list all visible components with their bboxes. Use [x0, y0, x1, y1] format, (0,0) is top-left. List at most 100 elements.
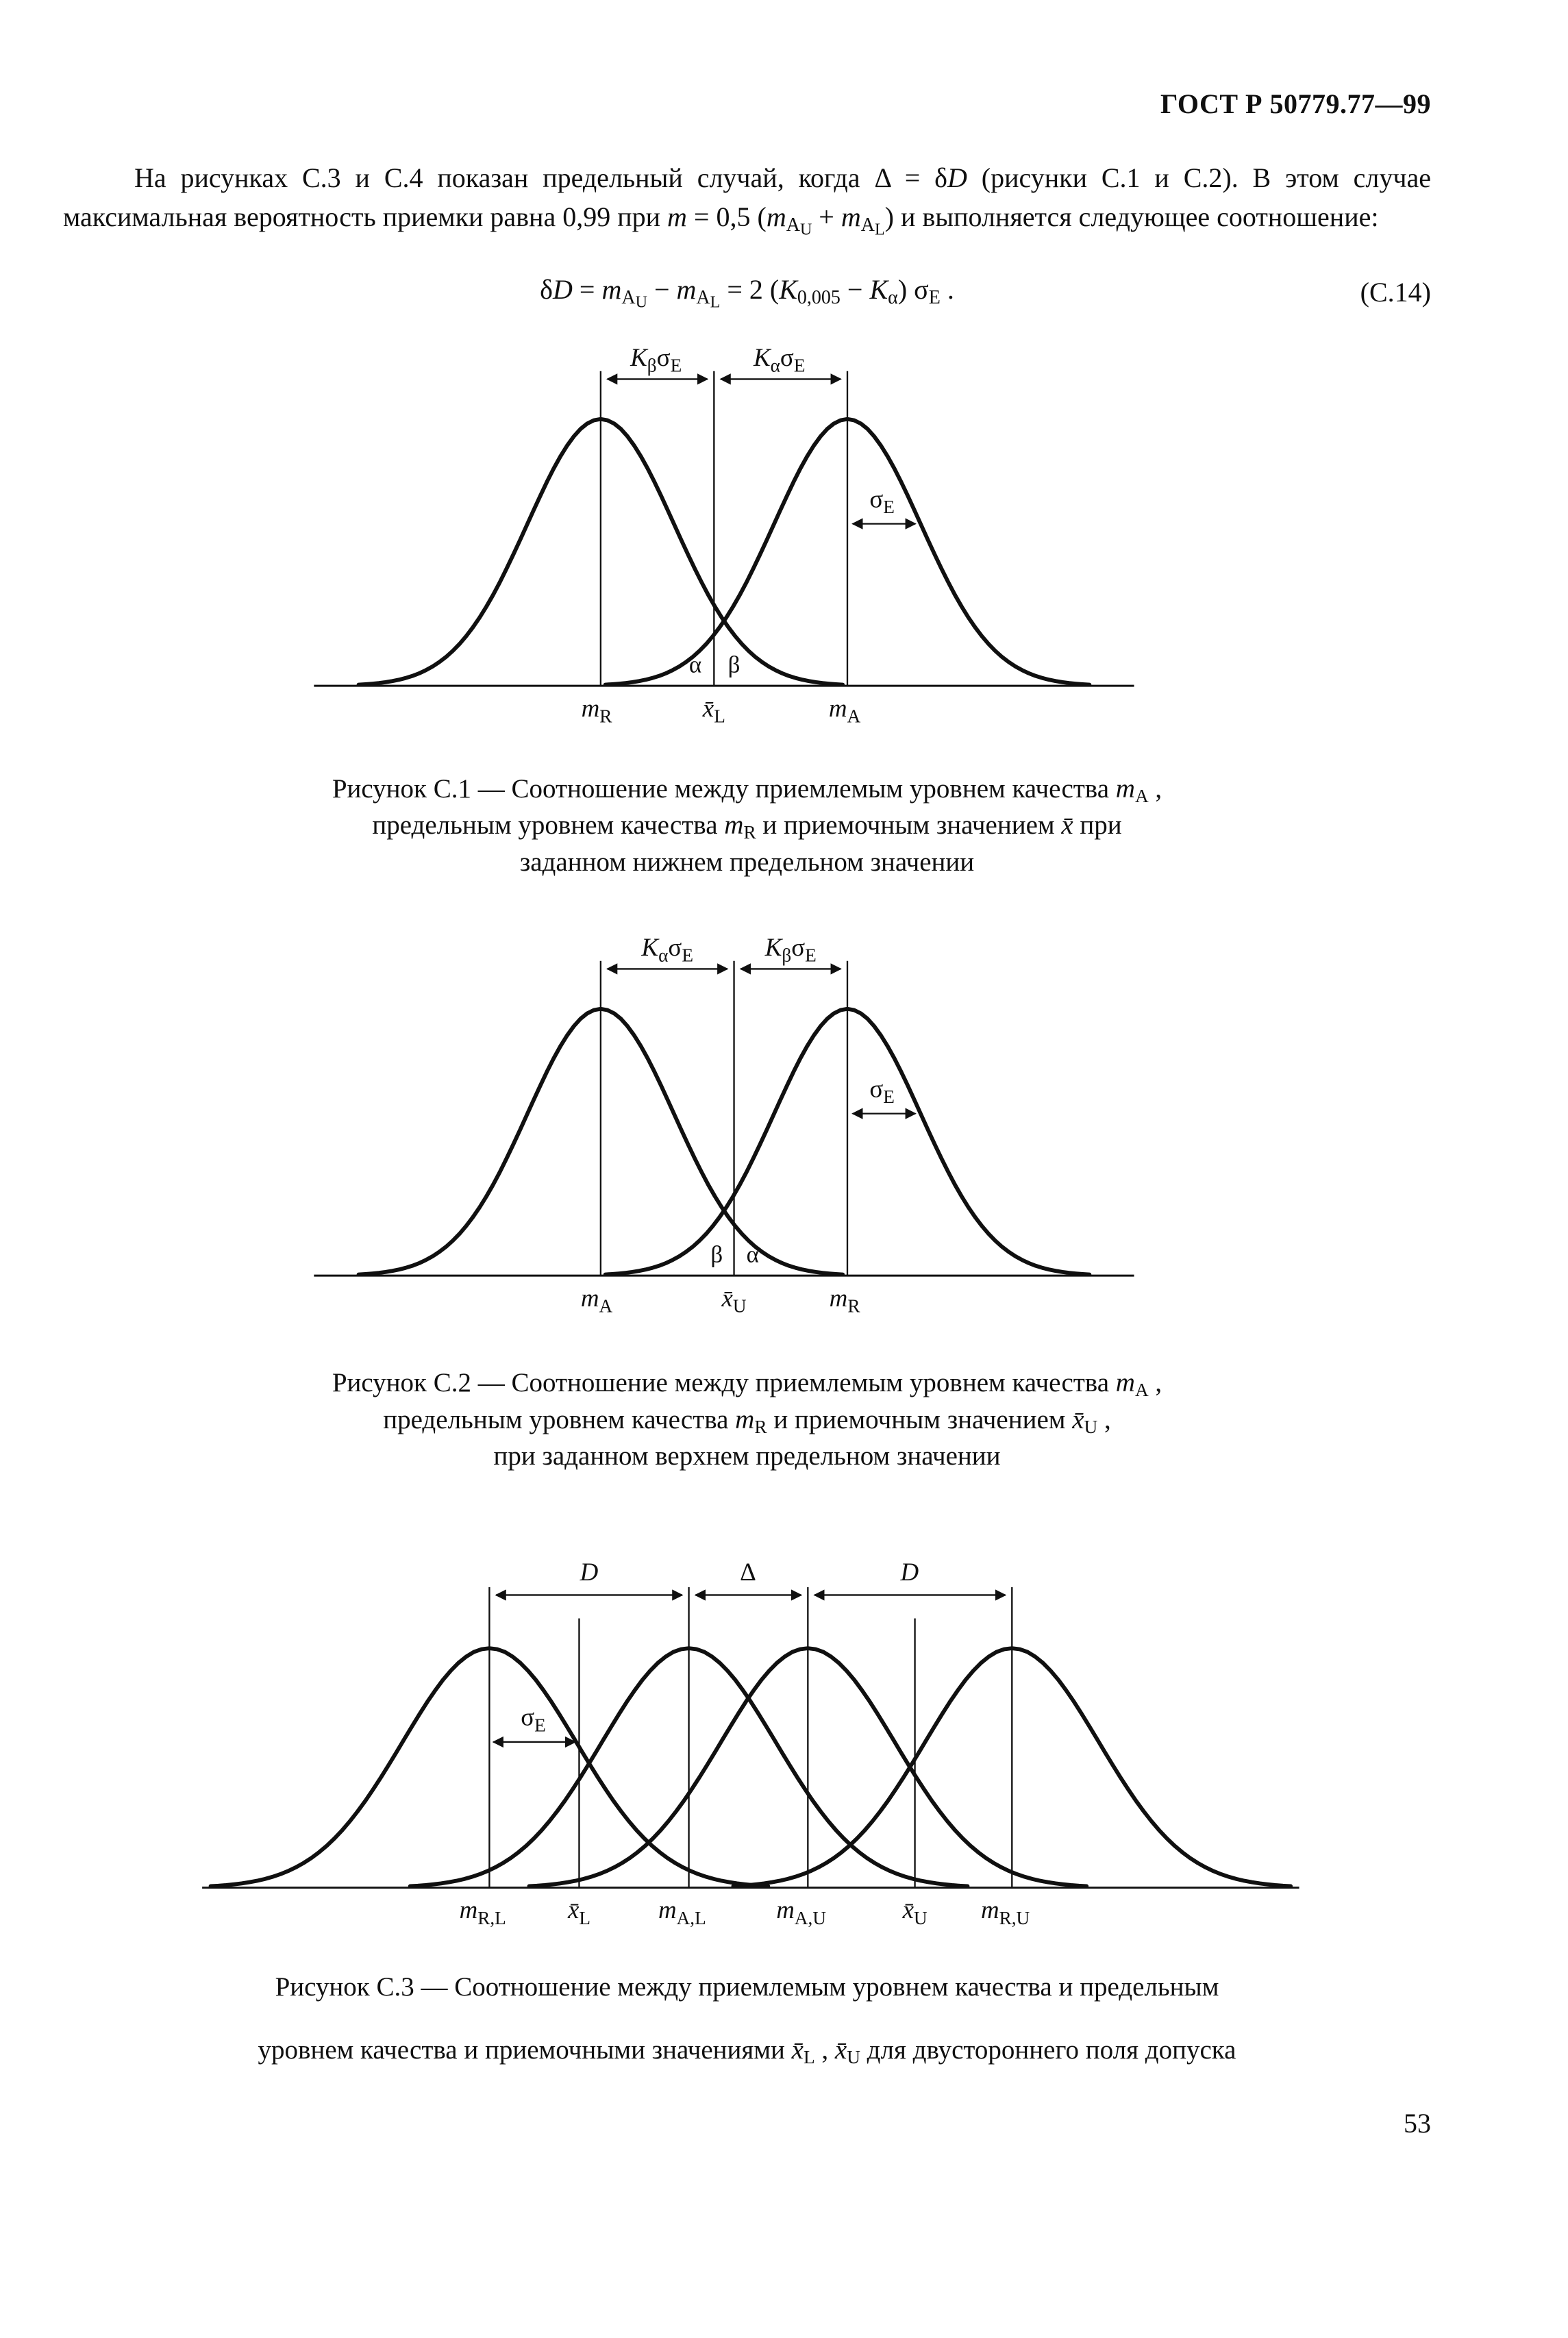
fig2-label-alpha: α — [746, 1241, 758, 1268]
caption-text: при — [1073, 810, 1122, 841]
f-minus: − — [840, 273, 870, 305]
caption-text: Рисунок С.2 — Соотношение между приемлем… — [332, 1368, 1116, 1398]
fig1-label-kalpha-sigma: KασE — [752, 343, 805, 376]
f-D: D — [553, 273, 573, 305]
gaussian-curve-right — [603, 1007, 1091, 1277]
fig1-label-beta: β — [727, 651, 740, 678]
fig2-arrows — [606, 963, 917, 1120]
fig3-axis-lines — [201, 1587, 1299, 1889]
caption-line: уровнем качества и приемочными значениям… — [63, 2033, 1431, 2069]
fig2-label-beta: β — [710, 1241, 723, 1268]
math-sub: R — [754, 1416, 767, 1437]
math-xbar: x̄ — [1072, 1404, 1084, 1434]
figure-c1-diagram: KβσE KασE σE α β mR x̄L mA — [313, 343, 1134, 727]
f-eq: = — [572, 273, 602, 305]
caption-c3: Рисунок С.3 — Соотношение между приемлем… — [63, 1970, 1431, 2070]
gaussian-curve-mau — [527, 1645, 1088, 1888]
figure-c3-diagram: D Δ D σE mR,L x̄L mA,L mA,U x̄U mR,U — [201, 1558, 1299, 1928]
caption-line: предельным уровнем качества mR и приемоч… — [63, 1403, 1431, 1439]
f-subsub: L — [710, 293, 721, 312]
caption-text: для двустороннего поля допуска — [860, 2035, 1236, 2065]
f-sub: E — [928, 286, 941, 308]
f-eq: = 2 ( — [720, 273, 780, 305]
f-K: K — [779, 273, 797, 305]
math-m: m — [735, 1404, 755, 1434]
caption-text: , — [1148, 1368, 1162, 1398]
fig1-arrows — [606, 373, 917, 530]
math-xbar: x̄ — [1061, 810, 1073, 841]
fig3-curves — [208, 1645, 1293, 1888]
math-m: m — [724, 810, 744, 841]
fig3-axis-label-mrl: mR,L — [459, 1895, 506, 1928]
fig1-axis-label-xl: x̄L — [701, 694, 725, 727]
fig1-label-sigma-e: σE — [869, 484, 895, 517]
fig3-arrows — [492, 1589, 1006, 1748]
fig3-axis-label-xu: x̄U — [901, 1895, 927, 1928]
math-sub: L — [803, 2047, 815, 2068]
para-text: = 0,5 ( — [686, 201, 767, 233]
para-text: ) и выполняется следующее соотношение: — [884, 201, 1379, 233]
math-sub: R — [743, 822, 756, 843]
caption-text: Рисунок С.1 — Соотношение между приемлем… — [332, 773, 1116, 804]
f-subsub: U — [635, 293, 647, 312]
caption-c1: Рисунок С.1 — Соотношение между приемлем… — [63, 772, 1431, 880]
f-close: ) σ — [897, 273, 929, 305]
fig3-label-delta: Δ — [740, 1558, 756, 1586]
para-text: (рисунки С.1 и С.2). В этом случае макси… — [63, 162, 1431, 233]
f-sub: A — [621, 286, 636, 308]
math-sub: U — [1084, 1416, 1098, 1437]
f-minus: − — [647, 273, 677, 305]
f-dot: . — [940, 273, 954, 305]
math-m: m — [667, 201, 687, 233]
fig3-axis-label-mal: mA,L — [658, 1895, 706, 1928]
gaussian-curve-right — [603, 416, 1091, 687]
formula-expression: δD = mAU − mAL = 2 (K0,005 − Kα) σE . — [540, 273, 954, 311]
math-sub: A — [1134, 1380, 1149, 1401]
math-xbar: x̄ — [834, 2035, 847, 2065]
fig1-curves — [356, 416, 1091, 687]
caption-text: , — [814, 2035, 835, 2065]
caption-line: Рисунок С.2 — Соотношение между приемлем… — [63, 1366, 1431, 1402]
caption-line: предельным уровнем качества mR и приемоч… — [63, 808, 1431, 845]
math-sub: A — [786, 214, 800, 236]
fig3-axis-label-xl: x̄L — [567, 1895, 590, 1928]
f-m: m — [676, 273, 697, 305]
math-m: m — [766, 201, 786, 233]
fig1-label-alpha: α — [688, 651, 701, 678]
fig1-axis-label-mr: mR — [581, 694, 612, 727]
figure-c1: KβσE KασE σE α β mR x̄L mA — [63, 339, 1431, 739]
caption-text: , — [1097, 1404, 1111, 1434]
para-text: + — [812, 201, 841, 233]
caption-text: , — [1148, 773, 1162, 804]
gaussian-curve-mru — [731, 1645, 1293, 1888]
caption-text: и приемочным значением — [756, 810, 1062, 841]
caption-line: Рисунок С.3 — Соотношение между приемлем… — [275, 1972, 1219, 2002]
fig2-label-kalpha-sigma: KασE — [640, 933, 693, 966]
math-sub: A — [1134, 785, 1149, 806]
caption-text: предельным уровнем качества — [372, 810, 725, 841]
math-xbar: x̄ — [791, 2035, 804, 2065]
fig2-axis-label-ma: mA — [580, 1284, 612, 1317]
page-number: 53 — [1404, 2108, 1431, 2139]
fig2-axis-label-xu: x̄U — [721, 1284, 746, 1317]
f-sub: α — [888, 286, 898, 308]
caption-line: при заданном верхнем предельном значении — [493, 1441, 1001, 1471]
fig2-label-sigma-e: σE — [869, 1075, 895, 1108]
equation-number: (С.14) — [1360, 276, 1431, 308]
caption-line: заданном нижнем предельном значении — [519, 847, 975, 877]
figure-c2: KασE KβσE σE β α mA x̄U mR — [63, 929, 1431, 1329]
math-m: m — [1115, 773, 1135, 804]
f-K: K — [869, 273, 888, 305]
fig2-curves — [356, 1007, 1091, 1277]
math-m: m — [841, 201, 861, 233]
math-m: m — [1115, 1368, 1135, 1398]
gaussian-curve-mrl — [208, 1645, 770, 1888]
f-delta: δ — [540, 273, 553, 305]
caption-line: Рисунок С.1 — Соотношение между приемлем… — [63, 772, 1431, 808]
gaussian-curve-mal — [408, 1645, 969, 1888]
para-text: На рисунках С.3 и С.4 показан предельный… — [134, 162, 948, 193]
figure-c3: D Δ D σE mR,L x̄L mA,L mA,U x̄U mR,U — [63, 1555, 1431, 1928]
math-D: D — [947, 162, 967, 193]
math-subsub: U — [799, 221, 812, 239]
fig3-axis-label-mru: mR,U — [981, 1895, 1030, 1928]
